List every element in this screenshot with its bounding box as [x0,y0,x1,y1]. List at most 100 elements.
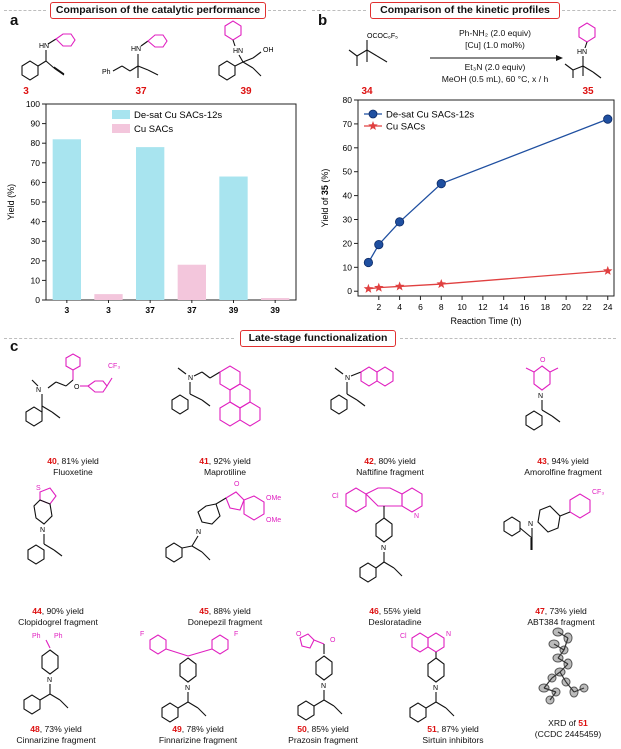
o-label: O [234,481,240,488]
y-tick-label: 80 [31,138,41,148]
compound-37-structure: Ph HN [102,34,168,78]
bar-chart: 0 10 20 30 40 50 60 70 80 90 100 Yield (%) 3 3 37 37 39 3… [6,99,297,315]
yield-text: , 55% yield [378,606,421,616]
condition-line-4: MeOH (0.5 mL), 60 °C, x / h [441,74,549,84]
ome-label: OMe [266,517,281,524]
xrd-prefix: XRD of [548,718,579,728]
x-tick-label: 3 [106,305,111,315]
n-label: N [196,529,201,536]
y-tick-label: 0 [347,286,352,296]
caption-compound-44: 44, 90% yield Clopidogrel fragment [8,606,108,627]
n-label: N [185,685,190,692]
compound-47-structure: CF₃ N [503,489,604,550]
y-tick-label: 10 [31,275,41,285]
compound-48-structure: Ph Ph N [23,633,69,715]
legend-label: Cu SACs [134,124,173,135]
yield-text: , 85% yield [306,724,349,734]
data-point [603,265,613,275]
x-tick-label: 12 [478,302,488,312]
panel-a-letter: a [10,12,19,29]
legend-swatch [112,124,130,133]
compound-37-label: 37 [135,86,147,97]
y-axis-label: Yield of 35 (%) [320,169,330,228]
drug-name: Donepezil fragment [187,616,263,627]
x-tick-label: 22 [582,302,592,312]
caption-compound-41: 41, 92% yield Maprotiline [170,456,280,477]
panel-c-letter: c [10,338,19,355]
x-tick-label: 37 [145,305,155,315]
data-point [363,283,374,293]
compound-42-structure: N [330,366,394,415]
panel-c-header: Late-stage functionalization [240,330,396,347]
legend-label: De-sat Cu SACs-12s [134,110,222,121]
n-label: N [538,393,543,400]
compound-39-label: 39 [240,86,252,97]
data-point [374,282,384,292]
compound-41-structure: N [171,365,261,427]
n-label: N [47,677,52,684]
y-axis-label: Yield (%) [6,184,16,220]
compound-number: 51 [427,724,437,734]
reaction-arrow [430,55,563,61]
y-tick-label: 50 [343,167,353,177]
y-tick-label: 30 [343,215,353,225]
compound-3-structure: HN [21,33,76,81]
data-point [363,257,374,268]
compound-number: 48 [30,724,40,734]
drug-name: ABT384 fragment [527,616,595,627]
x-tick-label: 18 [541,302,551,312]
n-label: N [321,683,326,690]
n-label: N [446,631,451,638]
yield-text: , 92% yield [208,456,251,466]
series-line [367,118,608,263]
bar [94,294,123,300]
caption-compound-43: 43, 94% yield Amorolfine fragment [506,456,620,477]
drug-name: Maprotiline [203,466,247,477]
drug-name: Prazosin fragment [288,734,358,745]
y-tick-label: 90 [31,119,41,129]
compound-number: 41 [199,456,209,466]
compound-34-label: 34 [361,86,373,97]
y-tick-label: 70 [31,158,41,168]
hn-label: HN [233,48,243,55]
hn-label: HN [39,43,49,50]
yield-text: , 78% yield [181,724,224,734]
cf3-label: CF₃ [592,489,604,496]
divider [268,10,306,11]
drug-name: Amorolfine fragment [524,466,602,477]
hn-label: HN [577,49,587,56]
yield-text: , 94% yield [546,456,589,466]
yield-text: , 87% yield [436,724,479,734]
compound-number: 42 [364,456,374,466]
yield-text: , 73% yield [39,724,82,734]
y-axis-label-prefix: Yield of [320,195,330,227]
o-label: O [296,631,302,638]
compound-45-structure: O OMe OMe N [165,481,281,563]
o-label: O [330,637,336,644]
y-axis-label-compound: 35 [320,185,330,195]
y-tick-label: 80 [343,95,353,105]
legend-marker [368,109,378,119]
bar [177,264,206,300]
divider [4,338,234,339]
n-label: N [345,375,350,382]
divider [400,338,616,339]
compound-44-structure: S N [27,485,63,565]
compound-51-structure: Cl N N [400,631,455,723]
legend-label: De-sat Cu SACs-12s [386,110,474,121]
x-tick-label: 8 [439,302,444,312]
panel-b-letter: b [318,12,328,29]
divider [312,10,366,11]
caption-compound-49: 49, 78% yield Finnarizine fragment [143,724,253,745]
condition-line-2: [Cu] (1.0 mol%) [465,40,525,50]
caption-compound-50: 50, 85% yield Prazosin fragment [268,724,378,745]
compound-number: 50 [297,724,307,734]
x-tick-label: 24 [603,302,613,312]
divider [4,10,46,11]
ccdc-number: (CCDC 2445459) [534,728,602,739]
compound-35-label: 35 [582,86,594,97]
compound-39-structure: HN OH [218,20,274,81]
condition-line-1: Ph-NH₂ (2.0 equiv) [458,28,532,38]
series-line [368,270,608,290]
x-tick-label: 6 [418,302,423,312]
